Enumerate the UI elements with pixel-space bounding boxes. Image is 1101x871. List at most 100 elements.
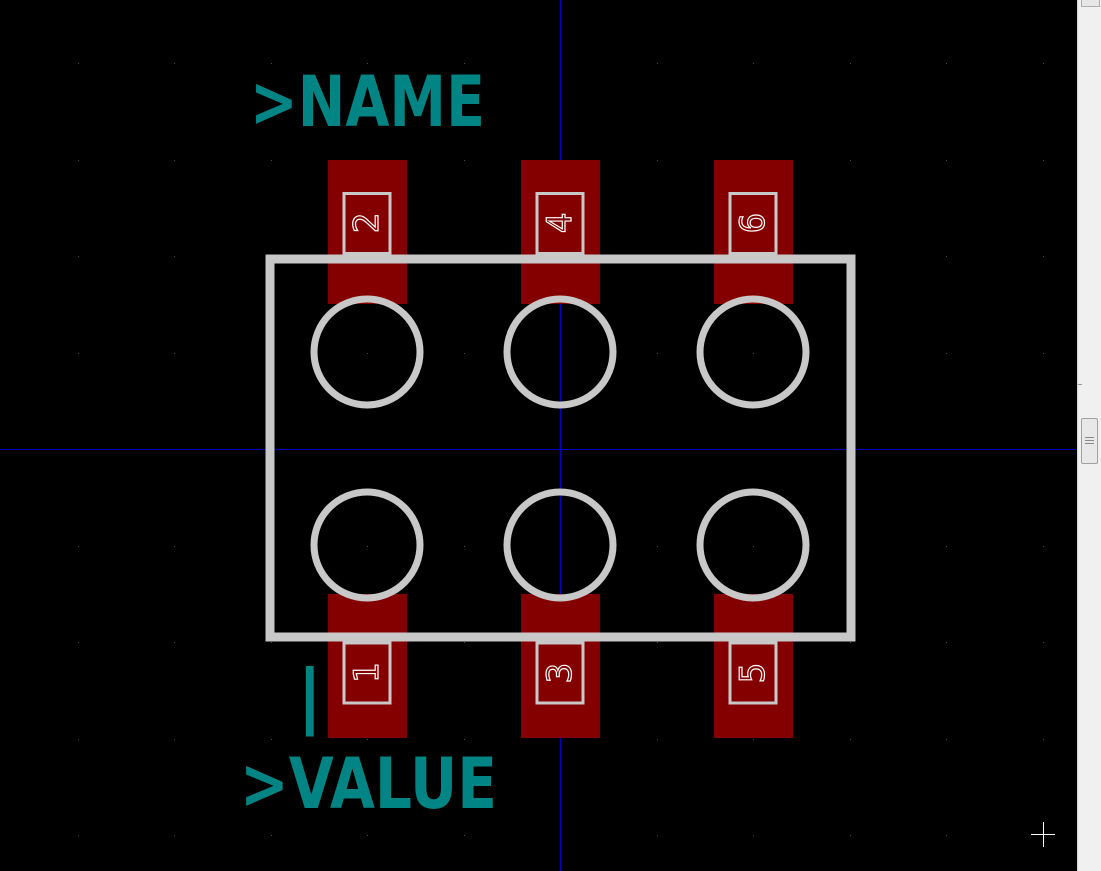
- grid-dot: [753, 835, 754, 836]
- grid-dot: [174, 835, 175, 836]
- grid-dot: [1043, 256, 1044, 257]
- grid-dot: [271, 835, 272, 836]
- pin-circle: [503, 488, 617, 602]
- thumb-grip-line: [1085, 440, 1094, 441]
- grid-dot: [174, 546, 175, 547]
- grid-dot: [657, 835, 658, 836]
- pin-circle: [696, 295, 810, 409]
- grid-dot: [946, 353, 947, 354]
- grid-dot: [657, 642, 658, 643]
- grid-dot: [464, 63, 465, 64]
- grid-dot: [1043, 353, 1044, 354]
- grid-dot: [850, 63, 851, 64]
- grid-dot: [753, 739, 754, 740]
- grid-dot: [657, 160, 658, 161]
- grid-dot: [850, 835, 851, 836]
- reference-text[interactable]: >NAME: [250, 61, 485, 143]
- pad-number: 6: [733, 213, 773, 233]
- grid-dot: [946, 160, 947, 161]
- pad-4[interactable]: [521, 160, 600, 304]
- grid-dot: [367, 63, 368, 64]
- pad-number: 5: [733, 663, 773, 683]
- pad-6-number-box: [728, 192, 778, 255]
- grid-dot: [78, 256, 79, 257]
- grid-dot: [946, 642, 947, 643]
- grid-dot: [271, 63, 272, 64]
- pad-number: 2: [347, 213, 387, 233]
- pad-5-number-box: [728, 641, 778, 705]
- grid-dot: [850, 739, 851, 740]
- grid-dot: [174, 160, 175, 161]
- grid-dot: [367, 353, 368, 354]
- grid-dot: [946, 835, 947, 836]
- grid-dot: [1043, 160, 1044, 161]
- grid-dot: [271, 160, 272, 161]
- grid-dot: [946, 739, 947, 740]
- grid-dot: [657, 353, 658, 354]
- pad-5[interactable]: [714, 594, 793, 738]
- pad-1-number-box: [342, 641, 392, 705]
- scroll-up-button[interactable]: [1081, 0, 1100, 7]
- grid-dot: [946, 256, 947, 257]
- value-text[interactable]: >VALUE: [240, 743, 497, 825]
- grid-dot: [850, 160, 851, 161]
- pin-circle: [310, 295, 424, 409]
- grid-dot: [174, 63, 175, 64]
- pad-number: 1: [347, 663, 387, 683]
- grid-dot: [271, 642, 272, 643]
- grid-dot: [78, 546, 79, 547]
- pad-1[interactable]: [328, 594, 407, 738]
- grid-dot: [78, 63, 79, 64]
- grid-dot: [174, 256, 175, 257]
- pad-4-number-box: [535, 192, 585, 255]
- footprint-view: 2 4 6 1 3 5 >NAME | >VALUE: [0, 0, 1077, 871]
- grid-dot: [850, 642, 851, 643]
- thumb-grip-line: [1085, 443, 1094, 444]
- component-outline: [265, 254, 856, 642]
- pad-number: 4: [540, 213, 580, 233]
- grid-dot: [78, 835, 79, 836]
- grid-dot: [367, 739, 368, 740]
- pin-circle: [696, 488, 810, 602]
- scroll-track-marker: [1078, 384, 1082, 385]
- pad-3[interactable]: [521, 594, 600, 738]
- grid-dot: [1043, 642, 1044, 643]
- vertical-scrollbar[interactable]: [1077, 0, 1101, 871]
- grid-dot: [464, 642, 465, 643]
- pad-number: 3: [540, 663, 580, 683]
- grid-dot: [1043, 63, 1044, 64]
- thumb-grip-line: [1085, 437, 1094, 438]
- grid-dot: [367, 835, 368, 836]
- grid-dot: [753, 546, 754, 547]
- pad-2[interactable]: [328, 160, 407, 304]
- grid-dot: [946, 546, 947, 547]
- grid-dot: [657, 546, 658, 547]
- pad-6[interactable]: [714, 160, 793, 304]
- pin-circle: [503, 295, 617, 409]
- grid-dot: [174, 353, 175, 354]
- grid-dot: [78, 353, 79, 354]
- grid-dot: [78, 160, 79, 161]
- grid-dot: [1043, 739, 1044, 740]
- pin1-marker: |: [297, 655, 323, 737]
- grid-dot: [1043, 546, 1044, 547]
- grid-dot: [174, 739, 175, 740]
- grid-dot: [753, 353, 754, 354]
- grid-dot: [78, 739, 79, 740]
- pad-3-number-box: [535, 641, 585, 705]
- grid-dot: [271, 739, 272, 740]
- pin-circle: [310, 488, 424, 602]
- grid-dot: [367, 546, 368, 547]
- pad-2-number-box: [342, 192, 392, 255]
- pcb-canvas[interactable]: 2 4 6 1 3 5 >NAME | >VALUE: [0, 0, 1077, 871]
- grid-dot: [464, 546, 465, 547]
- grid-dot: [657, 63, 658, 64]
- grid-dot: [464, 739, 465, 740]
- grid-dot: [464, 835, 465, 836]
- grid-dot: [464, 160, 465, 161]
- grid-dot: [174, 642, 175, 643]
- scroll-thumb[interactable]: [1081, 418, 1098, 464]
- grid-dot: [464, 353, 465, 354]
- grid-dot: [657, 739, 658, 740]
- grid-dot: [78, 642, 79, 643]
